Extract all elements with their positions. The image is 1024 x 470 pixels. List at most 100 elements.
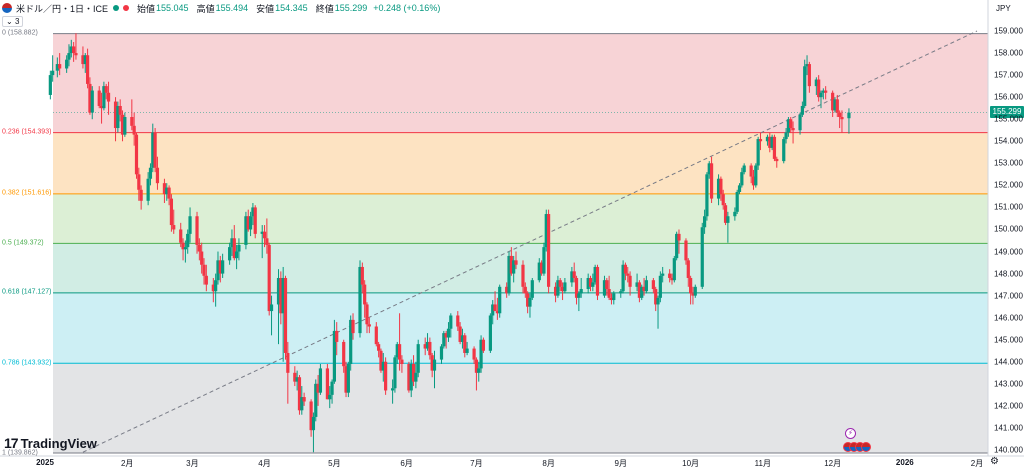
trend-line [82, 30, 978, 453]
candle-body [381, 361, 385, 371]
candle-body [400, 359, 404, 364]
candle-body [365, 304, 369, 325]
fib-level-label: 0.236 (154.393) [2, 128, 52, 136]
candle-body [230, 238, 234, 248]
time-axis-tick: 8月 [542, 459, 555, 468]
candle-body [377, 344, 381, 351]
candle-body [169, 198, 174, 226]
candle-body [83, 55, 87, 65]
candle-body [523, 286, 527, 294]
candle-body [188, 216, 192, 234]
candle-body [414, 372, 418, 382]
price-axis-tick: 153.000 [994, 158, 1023, 168]
candle-body [281, 277, 285, 314]
candle-body [139, 189, 143, 201]
candle-body [789, 119, 793, 129]
candle-body [765, 136, 770, 142]
candle-body [442, 333, 446, 347]
candle-body [260, 231, 264, 234]
candle-body [831, 92, 835, 111]
fib-level-label: 0.382 (151.616) [2, 189, 52, 197]
candle-body [577, 293, 581, 298]
candle-body [179, 229, 183, 243]
candle-body [824, 90, 828, 93]
fib-level-label: 1 (139.862) [2, 449, 38, 457]
candle-body [607, 289, 611, 298]
candle-body [817, 79, 821, 98]
fib-zone [53, 132, 988, 194]
candle-body [300, 397, 304, 411]
candle-body [474, 359, 479, 373]
candle-body [232, 238, 236, 259]
candle-body [835, 99, 839, 113]
candle-body [72, 46, 76, 54]
price-axis-tick: 148.000 [994, 269, 1023, 279]
candle-body [626, 273, 630, 276]
event-flash-icon[interactable]: ⚡ [845, 428, 856, 439]
fib-zone [53, 292, 988, 364]
candle-body [151, 132, 155, 168]
candle-body [754, 165, 758, 186]
candle-body [172, 225, 176, 230]
event-flag-icon[interactable] [861, 442, 871, 452]
candle-body [363, 284, 367, 305]
candle-body [675, 233, 679, 259]
candle-body [267, 244, 271, 312]
candle-body [588, 277, 593, 287]
candle-body [244, 216, 248, 245]
settings-gear-icon[interactable]: ⚙ [990, 456, 999, 467]
candle-body [344, 366, 348, 393]
candle-body [656, 297, 660, 305]
fib-level-label: 0 (158.882) [2, 29, 38, 37]
candle-body [432, 359, 437, 371]
candle-body [838, 112, 842, 118]
candle-body [262, 231, 267, 239]
candle-body [302, 397, 306, 402]
candle-body [346, 363, 350, 393]
economic-events-icons[interactable] [843, 442, 871, 452]
candle-body [814, 79, 818, 87]
candle-body [134, 134, 139, 175]
candle-body [526, 293, 530, 307]
candle-body [560, 286, 565, 292]
candle-body [407, 363, 411, 391]
candle-body [686, 260, 690, 278]
candle-body [211, 284, 215, 292]
candle-body [705, 174, 709, 217]
fib-zone [53, 363, 988, 454]
candle-body [283, 277, 288, 353]
logo-text: TradingView [20, 435, 97, 451]
candle-body [165, 187, 169, 195]
candle-body [644, 280, 648, 292]
candle-body [488, 315, 492, 351]
candle-body [253, 207, 257, 234]
candle-body [297, 377, 302, 411]
candle-body [521, 264, 525, 287]
candle-body [216, 260, 220, 281]
candle-body [202, 264, 206, 276]
candle-body [116, 105, 120, 129]
candle-body [104, 86, 108, 93]
usd-jpy-flag-icon [2, 3, 12, 13]
candle-body [553, 286, 558, 296]
tradingview-logo[interactable]: 17 TradingView [4, 435, 97, 451]
candle-body [737, 185, 742, 192]
candle-body [74, 53, 78, 56]
indicator-toggle-button[interactable]: ⌄ 3 [2, 16, 24, 27]
candle-body [351, 319, 355, 334]
symbol-title[interactable]: 米ドル／円・1日・ICE [16, 3, 109, 14]
legend-header: 米ドル／円・1日・ICE 始値 155.045 高値 155.494 安値 154.3… [0, 0, 440, 16]
candle-body [316, 383, 320, 393]
candle-body [118, 105, 122, 115]
last-price-tag: 155.299 [990, 106, 1024, 118]
time-axis-tick: 9月 [614, 459, 627, 468]
time-axis-tick: 10月 [682, 459, 700, 468]
candle-body [330, 381, 334, 395]
candle-body [782, 139, 786, 162]
candle-body [113, 101, 118, 129]
price-axis-tick: 150.000 [994, 224, 1023, 234]
candle-body [505, 286, 509, 294]
candle-body [721, 194, 725, 206]
